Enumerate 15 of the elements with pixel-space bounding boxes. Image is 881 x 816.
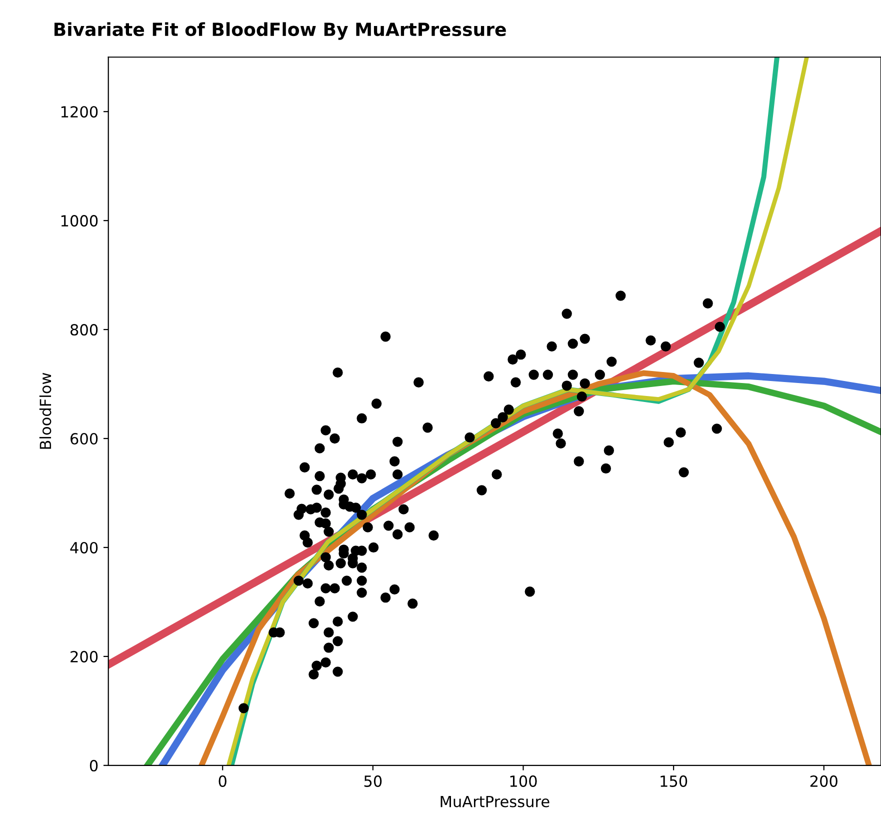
y-tick-label: 800 — [70, 324, 98, 336]
y-tick-label: 400 — [70, 542, 98, 554]
x-axis-title: MuArtPressure — [440, 796, 550, 808]
x-tick-label: 200 — [810, 775, 838, 787]
y-axis-title: BloodFlow — [39, 372, 52, 449]
y-tick-label: 0 — [90, 760, 98, 772]
x-tick-label: 100 — [510, 775, 537, 787]
chart-title: Bivariate Fit of BloodFlow By MuArtPressure — [54, 22, 506, 40]
y-tick-label: 1000 — [61, 215, 98, 227]
x-tick-label: 0 — [218, 775, 226, 787]
x-tick-label: 50 — [364, 775, 382, 787]
y-tick-label: 1200 — [61, 106, 98, 118]
x-tick-label: 150 — [660, 775, 688, 787]
y-tick-label: 600 — [70, 432, 98, 445]
y-tick-label: 200 — [70, 650, 98, 662]
